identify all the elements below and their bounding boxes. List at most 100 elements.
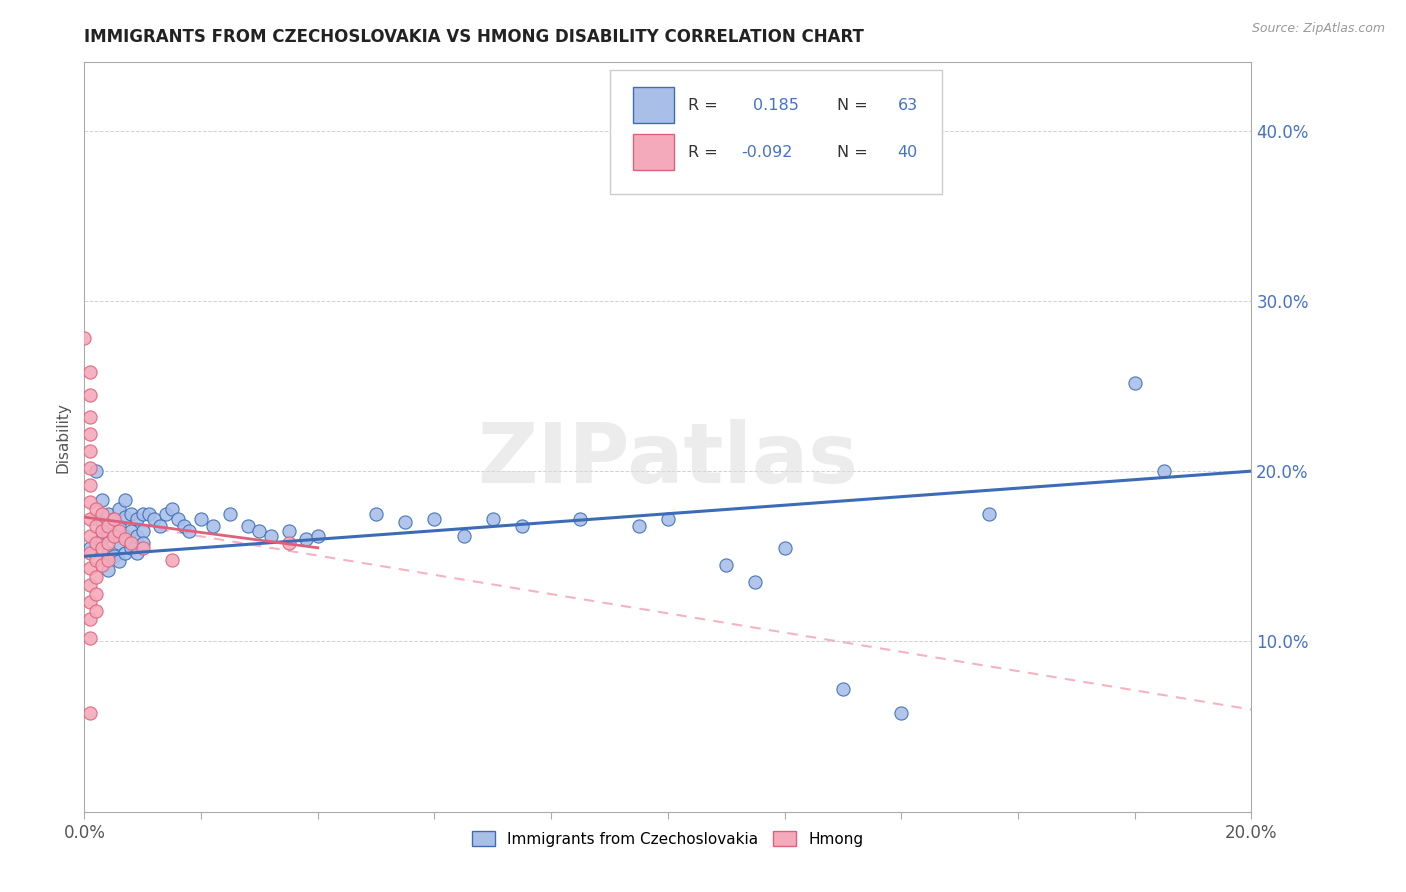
Point bbox=[79, 546, 101, 560]
Point bbox=[236, 518, 259, 533]
FancyBboxPatch shape bbox=[610, 70, 942, 194]
Point bbox=[73, 331, 96, 345]
Point bbox=[453, 529, 475, 543]
Point bbox=[97, 546, 120, 560]
Point bbox=[79, 365, 101, 379]
Point bbox=[79, 409, 101, 424]
Point bbox=[108, 501, 131, 516]
Text: ZIPatlas: ZIPatlas bbox=[478, 419, 858, 500]
Point bbox=[103, 529, 125, 543]
Point bbox=[84, 552, 107, 566]
Point bbox=[97, 563, 120, 577]
Point bbox=[132, 535, 155, 549]
Point bbox=[149, 518, 172, 533]
Point bbox=[103, 549, 125, 564]
Text: Source: ZipAtlas.com: Source: ZipAtlas.com bbox=[1251, 22, 1385, 36]
Point bbox=[394, 515, 416, 529]
Point bbox=[90, 541, 112, 555]
Point bbox=[79, 495, 101, 509]
Point bbox=[132, 507, 155, 521]
FancyBboxPatch shape bbox=[633, 87, 673, 123]
Point bbox=[120, 507, 142, 521]
Point bbox=[90, 493, 112, 508]
Point bbox=[79, 578, 101, 592]
Point bbox=[84, 518, 107, 533]
Point bbox=[307, 529, 329, 543]
Point bbox=[114, 533, 136, 547]
Point bbox=[201, 518, 224, 533]
Point bbox=[79, 443, 101, 458]
Point bbox=[179, 524, 201, 538]
Point bbox=[627, 518, 650, 533]
Point bbox=[160, 552, 183, 566]
Point bbox=[125, 546, 148, 560]
Point bbox=[103, 529, 125, 543]
Point bbox=[90, 515, 112, 529]
Point bbox=[832, 682, 855, 697]
Point bbox=[249, 524, 271, 538]
Point bbox=[773, 541, 796, 555]
Point bbox=[160, 501, 183, 516]
Point bbox=[79, 706, 101, 720]
Point bbox=[114, 510, 136, 524]
Point bbox=[79, 561, 101, 575]
Point bbox=[138, 507, 160, 521]
Point bbox=[1123, 376, 1146, 390]
Point bbox=[79, 512, 101, 526]
Point bbox=[103, 512, 125, 526]
Text: N =: N = bbox=[837, 145, 873, 160]
Point bbox=[103, 512, 125, 526]
Point bbox=[84, 570, 107, 584]
Point bbox=[569, 512, 592, 526]
Point bbox=[657, 512, 679, 526]
Point bbox=[143, 512, 166, 526]
Point bbox=[97, 518, 120, 533]
Point bbox=[977, 507, 1000, 521]
Point bbox=[132, 524, 155, 538]
Point bbox=[510, 518, 533, 533]
Point bbox=[125, 512, 148, 526]
Point bbox=[482, 512, 505, 526]
Point bbox=[90, 533, 112, 547]
Point bbox=[108, 554, 131, 568]
Point bbox=[132, 541, 155, 555]
Point bbox=[90, 558, 112, 572]
Point bbox=[79, 387, 101, 401]
Point bbox=[890, 706, 912, 720]
Point bbox=[97, 507, 120, 521]
Text: 63: 63 bbox=[898, 97, 918, 112]
Point bbox=[277, 524, 299, 538]
Point bbox=[114, 493, 136, 508]
Point bbox=[120, 535, 142, 549]
Point bbox=[79, 541, 101, 555]
Point bbox=[79, 529, 101, 543]
Point bbox=[295, 533, 318, 547]
Point bbox=[260, 529, 283, 543]
Point bbox=[79, 477, 101, 491]
Point bbox=[366, 507, 388, 521]
Point bbox=[79, 612, 101, 626]
Point bbox=[108, 535, 131, 549]
Point bbox=[84, 501, 107, 516]
Point bbox=[90, 524, 112, 538]
Point bbox=[125, 529, 148, 543]
Point bbox=[90, 507, 112, 521]
Point bbox=[114, 546, 136, 560]
Legend: Immigrants from Czechoslovakia, Hmong: Immigrants from Czechoslovakia, Hmong bbox=[465, 824, 870, 853]
Text: -0.092: -0.092 bbox=[741, 145, 793, 160]
Point bbox=[84, 464, 107, 478]
Text: 40: 40 bbox=[898, 145, 918, 160]
Point bbox=[79, 460, 101, 475]
Point bbox=[277, 535, 299, 549]
Point bbox=[155, 507, 177, 521]
Point bbox=[190, 512, 212, 526]
Point bbox=[79, 631, 101, 645]
Point bbox=[97, 527, 120, 541]
Text: R =: R = bbox=[688, 97, 723, 112]
Point bbox=[1153, 464, 1175, 478]
Point bbox=[79, 426, 101, 441]
Y-axis label: Disability: Disability bbox=[55, 401, 70, 473]
FancyBboxPatch shape bbox=[633, 135, 673, 170]
Point bbox=[84, 587, 107, 601]
Point bbox=[120, 524, 142, 538]
